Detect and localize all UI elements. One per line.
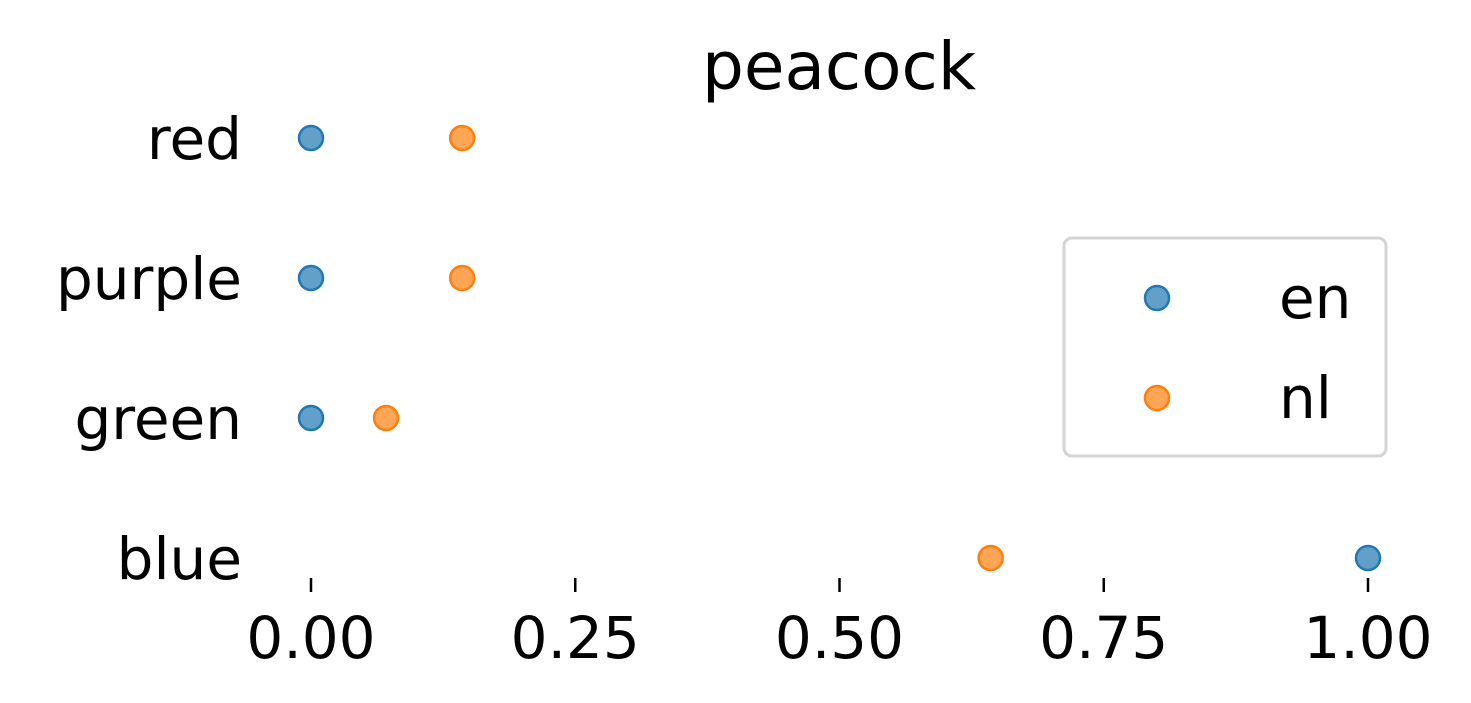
point-nl-blue	[977, 544, 1004, 572]
x-tick-label: 0.00	[246, 604, 375, 672]
chart-title: peacock	[702, 28, 977, 105]
point-en-blue	[1354, 544, 1382, 572]
x-tick-label: 0.75	[1039, 604, 1168, 672]
y-tick-label-blue: blue	[117, 525, 242, 593]
x-tick-label: 1.00	[1303, 604, 1432, 672]
x-tick-label: 0.25	[511, 604, 640, 672]
point-en-green	[297, 404, 325, 432]
x-axis: 0.00 0.25 0.50 0.75 1.00	[246, 578, 1433, 672]
x-tick-label: 0.50	[775, 604, 904, 672]
point-en-purple	[297, 264, 325, 292]
legend-label-nl: nl	[1279, 364, 1332, 432]
legend-label-en: en	[1279, 264, 1351, 332]
y-tick-label-red: red	[147, 105, 242, 173]
legend: en nl	[1062, 236, 1388, 458]
data-points	[297, 124, 1382, 572]
legend-marker-en	[1143, 284, 1171, 312]
y-tick-label-purple: purple	[56, 245, 242, 313]
point-nl-red	[448, 124, 476, 152]
y-tick-label-green: green	[74, 385, 242, 453]
point-nl-green	[372, 404, 400, 432]
y-axis-labels: red purple green blue	[56, 105, 242, 593]
legend-marker-nl	[1143, 384, 1171, 412]
point-en-red	[297, 124, 325, 152]
legend-entries: en nl	[1143, 264, 1351, 432]
point-nl-purple	[448, 264, 476, 292]
